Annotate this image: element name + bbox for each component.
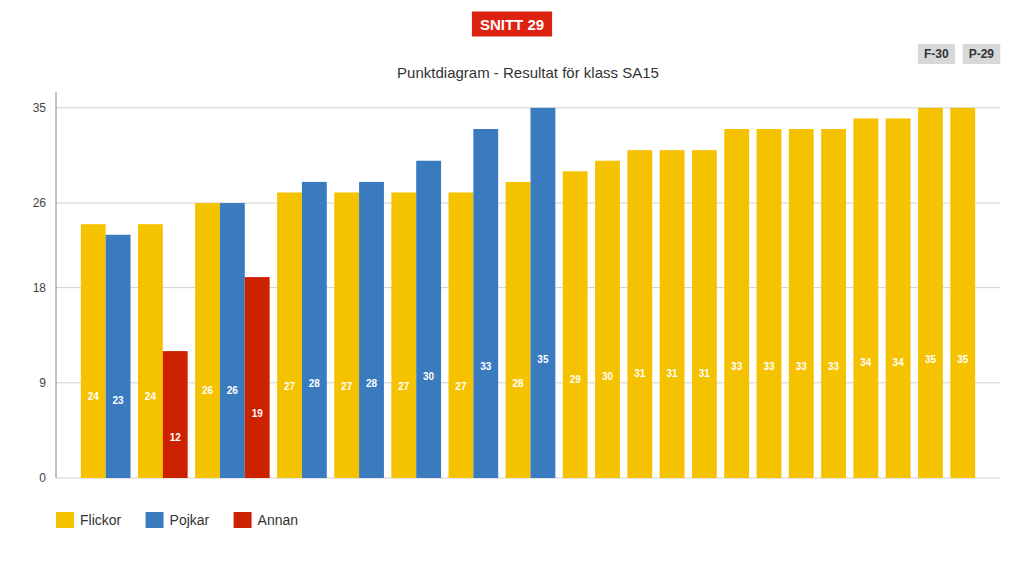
data-label: 19 [252,408,264,419]
bars [81,108,975,478]
tag: P-29 [963,44,1001,64]
legend-label: Flickor [80,512,122,528]
data-label: 29 [570,374,582,385]
bar [245,277,270,478]
bar [530,108,555,478]
legend-swatch [146,512,164,528]
data-label: 28 [366,378,378,389]
bar [789,129,814,478]
bar [950,108,975,478]
bar [302,182,327,478]
data-label: 28 [309,378,321,389]
bar [138,224,163,478]
data-label: 28 [513,378,525,389]
bar [106,235,131,478]
bar [195,203,220,478]
bar [853,118,878,478]
bar [724,129,749,478]
annotation: SNITT 29 [480,16,544,33]
data-label: 33 [796,361,808,372]
bar [220,203,245,478]
data-label: 31 [667,368,679,379]
data-label: 33 [763,361,775,372]
tick-label: 26 [33,196,47,210]
data-label: 35 [537,354,549,365]
bar [595,161,620,478]
bar [81,224,106,478]
badge: SNITT 29 [472,12,552,37]
bar [416,161,441,478]
data-label: 33 [731,361,743,372]
legend-label: Pojkar [170,512,210,528]
legend: Flickor Pojkar Annan [56,512,298,528]
data-label: 30 [423,371,435,382]
bar [660,150,685,478]
bar [886,118,911,478]
annotation: P-29 [969,47,995,61]
badge-background [472,12,552,37]
data-label: 31 [699,368,711,379]
annotation: F-30 [924,47,949,61]
bar [359,182,384,478]
tick-label: 35 [33,101,47,115]
data-label: 27 [341,381,353,392]
tag-background [918,44,955,64]
bar [757,129,782,478]
data-label: 31 [634,368,646,379]
bar [334,192,359,478]
legend-swatch [234,512,252,528]
bar [163,351,188,478]
tick-label: 9 [39,376,46,390]
data-label: 27 [398,381,410,392]
bar [449,192,474,478]
data-label: 33 [828,361,840,372]
data-label: 35 [957,354,969,365]
bar [277,192,302,478]
tag: F-30 [918,44,955,64]
bar [821,129,846,478]
data-label: 26 [227,385,239,396]
data-label: 35 [925,354,937,365]
grid-line [56,107,1000,108]
data-labels: 24 23 24 12 26 26 19 27 28 27 28 27 30 27 33 28 35 29 30 31… [88,354,969,443]
title: Punktdiagram - Resultat för klass SA15 [397,64,659,81]
data-label: 34 [860,357,872,368]
legend-label: Annan [258,512,298,528]
bar [918,108,943,478]
tick-label: 18 [33,281,47,295]
tick-label: 0 [39,471,46,485]
data-label: 34 [893,357,905,368]
data-label: 30 [602,371,614,382]
data-label: 24 [88,391,100,402]
bar [627,150,652,478]
bar [563,171,588,478]
data-label: 24 [145,391,157,402]
legend-swatch [56,512,74,528]
bar [692,150,717,478]
data-label: 27 [284,381,296,392]
y-axis-line [56,92,57,478]
data-label: 26 [202,385,214,396]
data-label: 12 [170,432,182,443]
bar [391,192,416,478]
data-label: 27 [455,381,467,392]
data-label: 33 [480,361,492,372]
bar [473,129,498,478]
chart: SNITT 29 P-29 F-30 Punktdiagram - Resultat … [0,0,1024,576]
bar [506,182,531,478]
tag-background [963,44,1001,64]
data-label: 23 [113,395,125,406]
